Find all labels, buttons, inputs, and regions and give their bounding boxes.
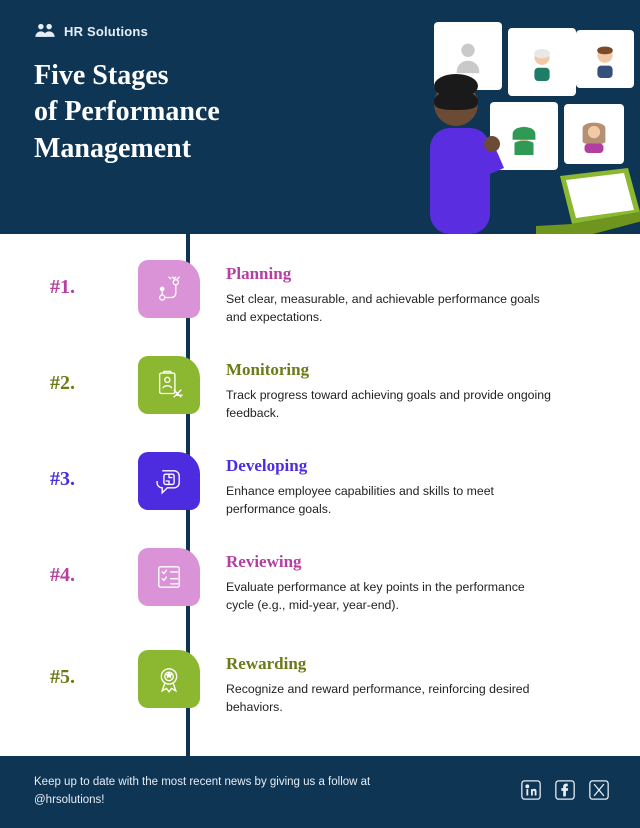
stage-title: Reviewing	[226, 552, 610, 572]
rewarding-icon	[138, 650, 200, 708]
stage-number: #3.	[50, 468, 128, 491]
puzzle-tile	[508, 28, 576, 96]
stage-desc: Recognize and reward performance, reinfo…	[226, 680, 556, 717]
laptop-illustration	[536, 168, 640, 238]
stage-desc: Evaluate performance at key points in th…	[226, 578, 556, 615]
reviewing-icon	[138, 548, 200, 606]
stage-desc: Enhance employee capabilities and skills…	[226, 482, 556, 519]
x-icon[interactable]	[588, 779, 610, 806]
planning-icon	[138, 260, 200, 318]
footer-text: Keep up to date with the most recent new…	[34, 774, 374, 810]
stage-row: #1. Planning Set clear, measurable, and …	[50, 260, 610, 327]
monitoring-icon	[138, 356, 200, 414]
stage-row: #5. Rewarding Recognize and reward perfo…	[50, 650, 610, 717]
stage-title: Monitoring	[226, 360, 610, 380]
stage-title: Developing	[226, 456, 610, 476]
stage-number: #2.	[50, 372, 128, 395]
people-icon	[34, 22, 56, 41]
stage-row: #2. Monitoring Track progress toward ach…	[50, 356, 610, 423]
header: HR Solutions Five Stagesof PerformanceMa…	[0, 0, 640, 234]
linkedin-icon[interactable]	[520, 779, 542, 806]
person-illustration	[404, 74, 514, 234]
infographic-page: HR Solutions Five Stagesof PerformanceMa…	[0, 0, 640, 828]
page-title: Five Stagesof PerformanceManagement	[34, 58, 220, 167]
header-illustration	[380, 8, 640, 234]
stage-number: #4.	[50, 564, 128, 587]
stage-title: Planning	[226, 264, 610, 284]
footer: Keep up to date with the most recent new…	[0, 756, 640, 828]
timeline-body: #1. Planning Set clear, measurable, and …	[0, 234, 640, 756]
developing-icon	[138, 452, 200, 510]
puzzle-tile	[564, 104, 624, 164]
puzzle-tile	[576, 30, 634, 88]
stage-row: #3. Developing Enhance employee capabili…	[50, 452, 610, 519]
brand: HR Solutions	[34, 22, 148, 41]
stage-title: Rewarding	[226, 654, 610, 674]
stage-row: #4. Reviewing Evaluate performance at ke…	[50, 548, 610, 615]
stage-number: #1.	[50, 276, 128, 299]
stage-desc: Set clear, measurable, and achievable pe…	[226, 290, 556, 327]
stage-desc: Track progress toward achieving goals an…	[226, 386, 556, 423]
stage-number: #5.	[50, 666, 128, 689]
brand-name: HR Solutions	[64, 24, 148, 39]
social-links	[520, 779, 610, 806]
facebook-icon[interactable]	[554, 779, 576, 806]
